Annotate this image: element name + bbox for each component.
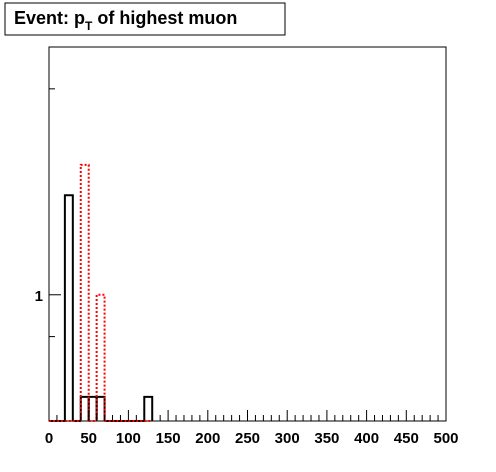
- histogram-bin: [79, 395, 90, 421]
- x-tick-label: 200: [195, 430, 220, 447]
- x-tick-label: 150: [156, 430, 181, 447]
- x-tick-label: 300: [275, 430, 300, 447]
- histogram-bin: [95, 293, 106, 421]
- title-text: of highest muon: [92, 8, 237, 28]
- title-box: [4, 2, 286, 36]
- histogram-bin: [143, 395, 154, 421]
- x-tick-label: 50: [80, 430, 97, 447]
- y-tick-label: 1: [35, 288, 43, 305]
- x-tick-label: 350: [314, 430, 339, 447]
- histogram-bin: [63, 194, 74, 421]
- plot-frame: [48, 46, 447, 422]
- x-tick-label: 250: [235, 430, 260, 447]
- x-tick-label: 500: [433, 430, 458, 447]
- x-tick-label: 400: [354, 430, 379, 447]
- histogram-bin: [79, 163, 90, 421]
- title-subscript: T: [85, 19, 93, 33]
- histogram-bin: [87, 395, 98, 421]
- x-tick-label: 100: [116, 430, 141, 447]
- x-tick-label: 0: [45, 430, 53, 447]
- x-tick-label: 450: [394, 430, 419, 447]
- chart-title: Event: pT of highest muon: [14, 8, 237, 33]
- histogram-bin: [95, 395, 106, 421]
- title-text: Event: p: [14, 8, 85, 28]
